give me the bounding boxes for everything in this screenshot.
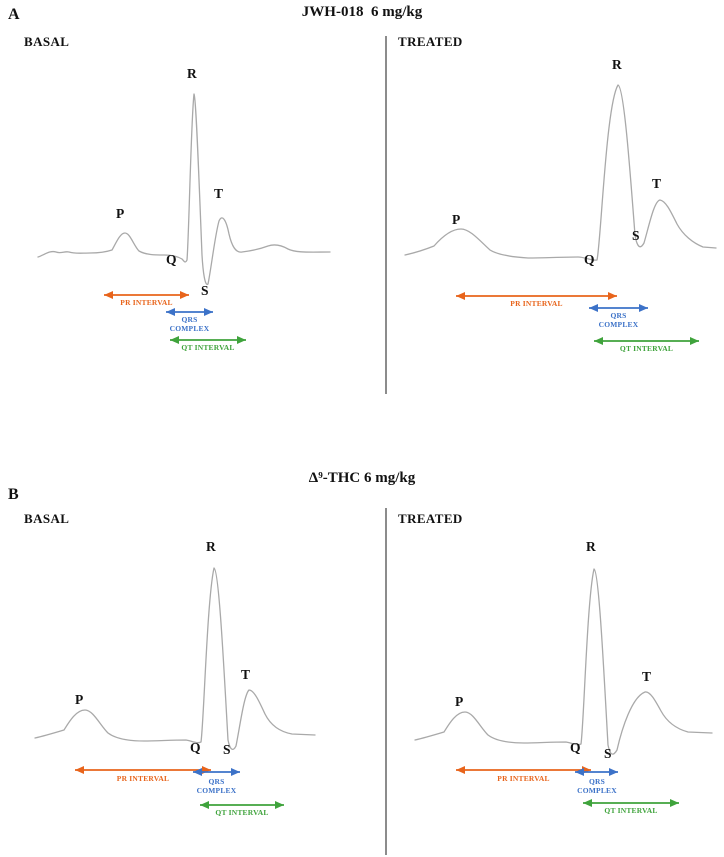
panel-b-treated-label: TREATED bbox=[398, 511, 463, 526]
qrs-label-line1-a-treated: QRS bbox=[610, 311, 627, 320]
pr-interval-label-a-basal: PR INTERVAL bbox=[120, 298, 173, 307]
panel-a-basal-label: BASAL bbox=[24, 34, 70, 49]
qrs-label-line2-a-basal: COMPLEX bbox=[169, 324, 210, 333]
ecg-trace-a-basal bbox=[37, 93, 331, 285]
panel-b-title: Δ⁹-THC 6 mg/kg bbox=[308, 470, 416, 486]
qt-interval-label-a-treated: QT INTERVAL bbox=[619, 344, 674, 353]
panel-a-treated-label: TREATED bbox=[398, 34, 463, 49]
wave-label-r-b-basal: R bbox=[206, 539, 216, 554]
pr-interval-label-b-treated: PR INTERVAL bbox=[497, 774, 550, 783]
qrs-label-line1-b-basal: QRS bbox=[208, 777, 225, 786]
wave-label-p-a-treated: P bbox=[452, 212, 461, 227]
qrs-label-line2-b-basal: COMPLEX bbox=[196, 786, 237, 795]
qt-interval-label-b-basal: QT INTERVAL bbox=[215, 808, 269, 817]
wave-label-r-a-treated: R bbox=[612, 57, 622, 72]
pr-interval-label-a-treated: PR INTERVAL bbox=[510, 299, 563, 308]
wave-label-p-b-basal: P bbox=[75, 692, 84, 707]
wave-label-r-b-treated: R bbox=[586, 539, 596, 554]
wave-label-p-b-treated: P bbox=[455, 694, 464, 709]
panel-a-title: JWH-018 6 mg/kg bbox=[301, 4, 423, 20]
panel-a-letter: A bbox=[8, 6, 20, 23]
ecg-trace-b-treated bbox=[414, 568, 713, 755]
ecg-trace-b-basal bbox=[34, 567, 316, 751]
wave-label-s-a-treated: S bbox=[632, 228, 640, 243]
panel-b-basal-label: BASAL bbox=[24, 511, 70, 526]
qt-interval-label-a-basal: QT INTERVAL bbox=[181, 343, 235, 352]
wave-label-p-a-basal: P bbox=[116, 206, 125, 221]
wave-label-q-a-treated: Q bbox=[584, 252, 595, 267]
wave-label-t-b-basal: T bbox=[241, 667, 251, 682]
wave-label-q-b-treated: Q bbox=[570, 740, 581, 755]
wave-label-s-a-basal: S bbox=[201, 283, 209, 298]
panel-b-letter: B bbox=[8, 486, 19, 503]
qrs-label-line1-a-basal: QRS bbox=[181, 315, 198, 324]
wave-label-q-b-basal: Q bbox=[190, 740, 201, 755]
wave-label-q-a-basal: Q bbox=[166, 252, 177, 267]
wave-label-t-b-treated: T bbox=[642, 669, 652, 684]
qrs-label-line1-b-treated: QRS bbox=[588, 777, 606, 786]
wave-label-r-a-basal: R bbox=[187, 66, 197, 81]
wave-label-s-b-basal: S bbox=[223, 742, 231, 757]
wave-label-t-a-treated: T bbox=[652, 176, 662, 191]
wave-label-s-b-treated: S bbox=[604, 746, 612, 761]
pr-interval-label-b-basal: PR INTERVAL bbox=[116, 774, 170, 783]
qt-interval-label-b-treated: QT INTERVAL bbox=[604, 806, 658, 815]
wave-label-t-a-basal: T bbox=[214, 186, 224, 201]
ecg-trace-a-treated bbox=[404, 84, 717, 261]
qrs-label-line2-a-treated: COMPLEX bbox=[598, 320, 639, 329]
qrs-label-line2-b-treated: COMPLEX bbox=[577, 786, 617, 795]
